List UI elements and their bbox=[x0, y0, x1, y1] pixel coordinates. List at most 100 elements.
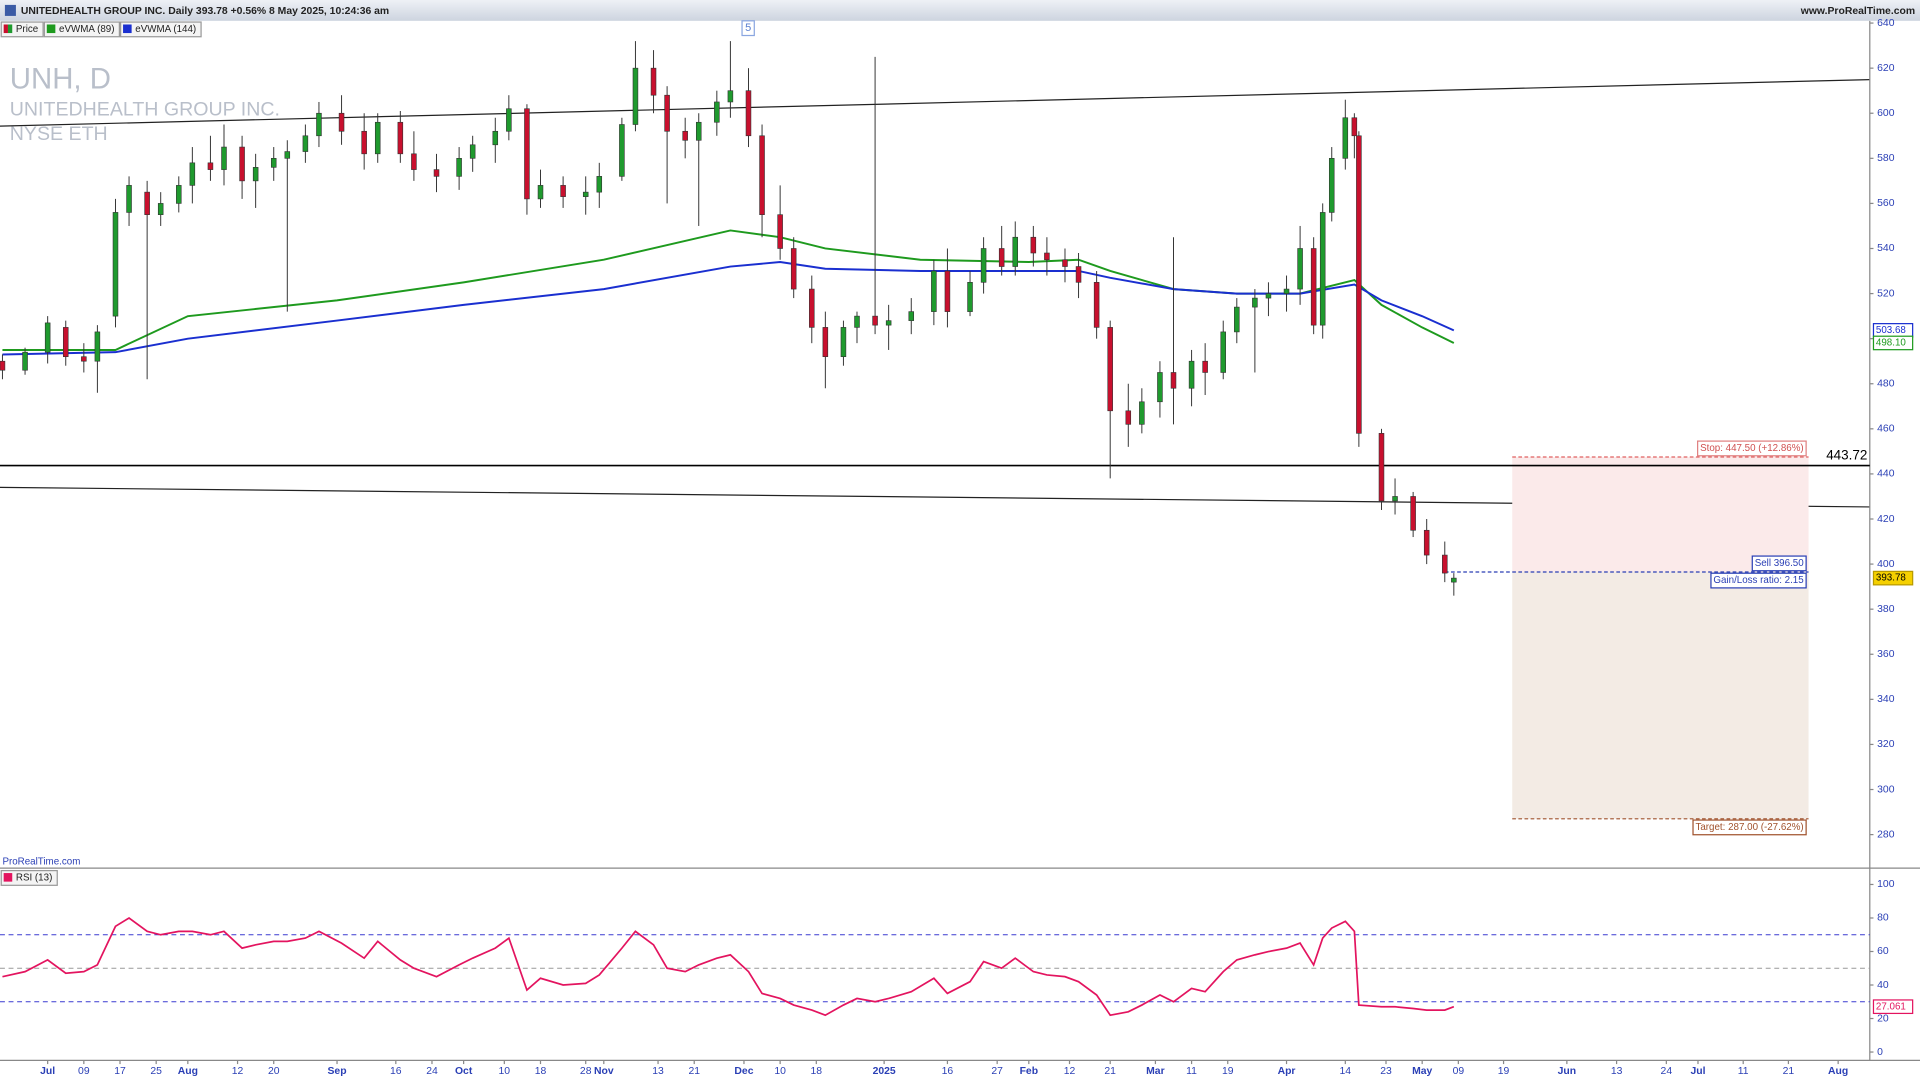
x-tick-label: 19 bbox=[1222, 1066, 1234, 1077]
candle-body bbox=[1265, 293, 1272, 299]
y-tick-label: 280 bbox=[1877, 829, 1895, 840]
candle-body bbox=[745, 90, 752, 137]
rsi-tag: 27.061 bbox=[1876, 1001, 1906, 1012]
x-tick-label: 12 bbox=[232, 1066, 244, 1077]
x-tick-label: Oct bbox=[455, 1066, 473, 1077]
candle-body bbox=[1410, 496, 1416, 531]
ma-line bbox=[2, 229, 1455, 351]
candle-body bbox=[582, 191, 589, 197]
candle-body bbox=[207, 162, 214, 170]
price-tag: 393.78 bbox=[1876, 573, 1906, 584]
x-tick-label: 24 bbox=[1661, 1066, 1673, 1077]
x-tick-label: 19 bbox=[1498, 1066, 1510, 1077]
stop-label: Stop: 447.50 (+12.86%) bbox=[1700, 443, 1804, 454]
header-source: www.ProRealTime.com bbox=[1800, 6, 1915, 17]
y-tick-label: 580 bbox=[1877, 153, 1895, 164]
candle-body bbox=[1392, 496, 1398, 502]
candle-body bbox=[1378, 433, 1385, 502]
candle-body bbox=[1030, 236, 1037, 254]
candle-body bbox=[112, 212, 119, 317]
x-tick-label: 14 bbox=[1340, 1066, 1352, 1077]
legend-swatch bbox=[3, 24, 8, 34]
legend-box bbox=[43, 21, 120, 38]
legend-swatch bbox=[46, 24, 56, 34]
rsi-tick-label: 100 bbox=[1877, 879, 1895, 890]
candle-body bbox=[1328, 158, 1335, 213]
rsi-tick-label: 0 bbox=[1877, 1047, 1883, 1058]
candle-body bbox=[374, 121, 381, 155]
x-tick-label: 21 bbox=[1104, 1066, 1116, 1077]
candle-body bbox=[433, 169, 440, 177]
watermark: UNH, D UNITEDHEALTH GROUP INC. NYSE ETH bbox=[10, 63, 280, 145]
rsi-tick-label: 80 bbox=[1877, 913, 1889, 924]
x-tick-label: 21 bbox=[688, 1066, 700, 1077]
candle-body bbox=[44, 322, 51, 353]
y-tick-label: 600 bbox=[1877, 108, 1895, 119]
x-tick-label: Feb bbox=[1020, 1066, 1038, 1077]
ma-tag: 498.10 bbox=[1876, 338, 1906, 349]
legend-item: eVWMA (144) bbox=[119, 21, 202, 38]
candle-body bbox=[361, 130, 367, 155]
candle-body bbox=[338, 112, 345, 132]
y-tick-label: 620 bbox=[1877, 63, 1895, 74]
candle-body bbox=[302, 135, 309, 152]
candle-body bbox=[239, 146, 245, 182]
candle-body bbox=[221, 146, 227, 170]
candle-body bbox=[1342, 117, 1349, 159]
candle-body bbox=[1139, 401, 1145, 425]
x-tick-label: Jul bbox=[40, 1066, 55, 1077]
candle-body bbox=[695, 121, 702, 141]
candle-body bbox=[1451, 577, 1457, 583]
y-tick-label: 420 bbox=[1877, 514, 1895, 525]
candle-body bbox=[1319, 212, 1326, 326]
candle-body bbox=[1220, 331, 1226, 373]
candle-body bbox=[1202, 360, 1208, 373]
x-tick-label: 18 bbox=[535, 1066, 547, 1077]
rsi-tick-label: 40 bbox=[1877, 980, 1889, 991]
y-tick-label: 380 bbox=[1877, 604, 1895, 615]
candle-body bbox=[1125, 410, 1132, 425]
candle-body bbox=[469, 144, 476, 159]
x-tick-label: 10 bbox=[499, 1066, 511, 1077]
candle-body bbox=[1062, 259, 1068, 267]
candle-body bbox=[1351, 117, 1358, 137]
candle-body bbox=[456, 158, 462, 177]
credit: ProRealTime.com bbox=[2, 857, 80, 868]
candle-body bbox=[1170, 372, 1177, 389]
x-tick-label: 2025 bbox=[873, 1066, 896, 1077]
candle-body bbox=[1252, 297, 1258, 308]
candle-body bbox=[1442, 554, 1448, 574]
candle-body bbox=[1107, 327, 1113, 412]
x-tick-label: Nov bbox=[594, 1066, 614, 1077]
x-tick-label: 12 bbox=[1064, 1066, 1076, 1077]
rsi-legend-box bbox=[0, 870, 58, 886]
entry-label-box bbox=[1751, 555, 1807, 572]
x-tick-label: 11 bbox=[1186, 1066, 1197, 1077]
candle-body bbox=[270, 158, 277, 168]
candle-body bbox=[411, 153, 417, 170]
candle-body bbox=[714, 101, 720, 123]
candle-body bbox=[1310, 248, 1317, 326]
candle-body bbox=[854, 315, 860, 328]
y-tick-label: 400 bbox=[1877, 559, 1895, 570]
x-tick-label: Mar bbox=[1146, 1066, 1164, 1077]
x-tick-label: Dec bbox=[734, 1066, 753, 1077]
candle-body bbox=[176, 185, 182, 204]
candle-body bbox=[777, 214, 783, 249]
y-tick-label: 520 bbox=[1877, 288, 1895, 299]
candle-body bbox=[1075, 266, 1082, 283]
candle-body bbox=[872, 315, 878, 326]
x-tick-label: 21 bbox=[1783, 1066, 1795, 1077]
x-tick-label: 16 bbox=[390, 1066, 402, 1077]
x-tick-label: 09 bbox=[78, 1066, 90, 1077]
x-tick-label: Sep bbox=[328, 1066, 347, 1077]
y-tick-label: 300 bbox=[1877, 784, 1895, 795]
candle-body bbox=[62, 327, 69, 358]
x-tick-label: 09 bbox=[1453, 1066, 1465, 1077]
candle-body bbox=[1356, 135, 1362, 434]
candle-body bbox=[727, 90, 734, 103]
stop-zone bbox=[1512, 457, 1809, 572]
candle-body bbox=[1157, 372, 1163, 403]
candle-body bbox=[944, 270, 951, 312]
